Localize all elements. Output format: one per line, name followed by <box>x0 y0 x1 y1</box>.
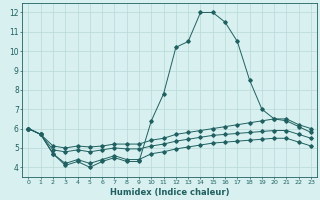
X-axis label: Humidex (Indice chaleur): Humidex (Indice chaleur) <box>110 188 229 197</box>
